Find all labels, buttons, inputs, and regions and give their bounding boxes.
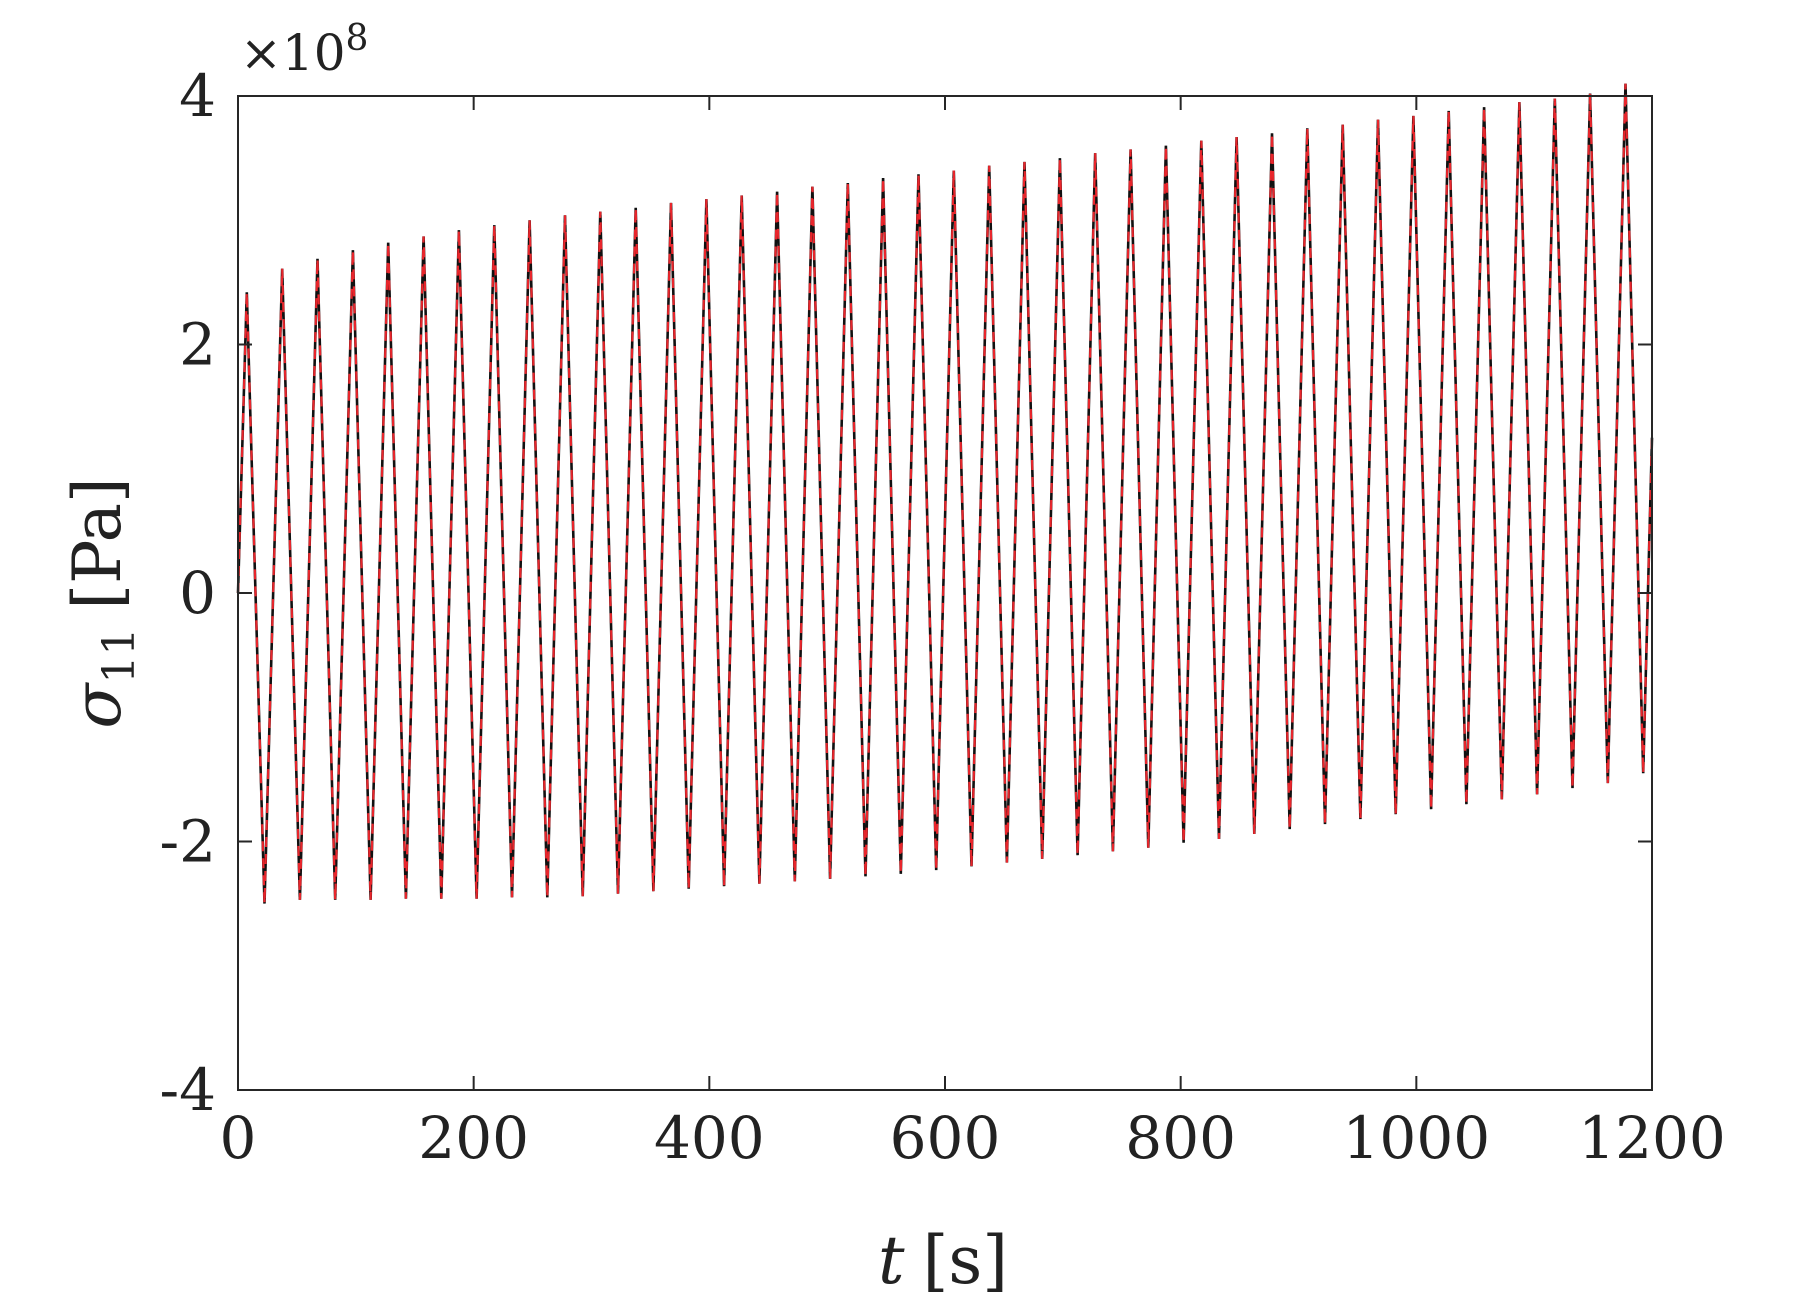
y-axis-unit: [Pa] [59,477,136,609]
x-axis-label: t [s] [878,1222,1008,1297]
x-tick-label: 1200 [1578,1104,1726,1172]
y-axis-variable: σ [59,682,136,729]
x-tick-label: 0 [220,1104,257,1172]
series-line-dashed [236,83,1654,904]
y-exponent-power: 8 [346,18,369,59]
x-tick-labels: 0 200 400 600 800 1000 1200 [220,1104,1726,1172]
x-axis-variable: t [878,1222,905,1297]
x-tick-label: 800 [1125,1104,1236,1172]
y-tick-label: 0 [179,559,216,627]
y-axis-label: σ11 [Pa] [59,477,145,728]
y-tick-label: 4 [179,62,216,130]
y-exponent-base: ×10 [240,24,346,82]
series-layer [236,83,1654,904]
y-tick-label: 2 [179,311,216,379]
y-tick-label: -4 [160,1056,217,1124]
y-axis-subscript: 11 [94,628,145,684]
x-tick-label: 200 [418,1104,529,1172]
ticks-layer [237,95,1653,1091]
y-tick-label: -2 [160,808,217,876]
x-axis-unit: [s] [923,1222,1008,1297]
y-tick-labels: -4 -2 0 2 4 [160,62,217,1124]
x-tick-label: 600 [890,1104,1001,1172]
y-axis-exponent: ×108 [240,18,368,82]
x-tick-label: 1000 [1343,1104,1491,1172]
x-tick-label: 400 [654,1104,765,1172]
plot-area [236,83,1654,1091]
